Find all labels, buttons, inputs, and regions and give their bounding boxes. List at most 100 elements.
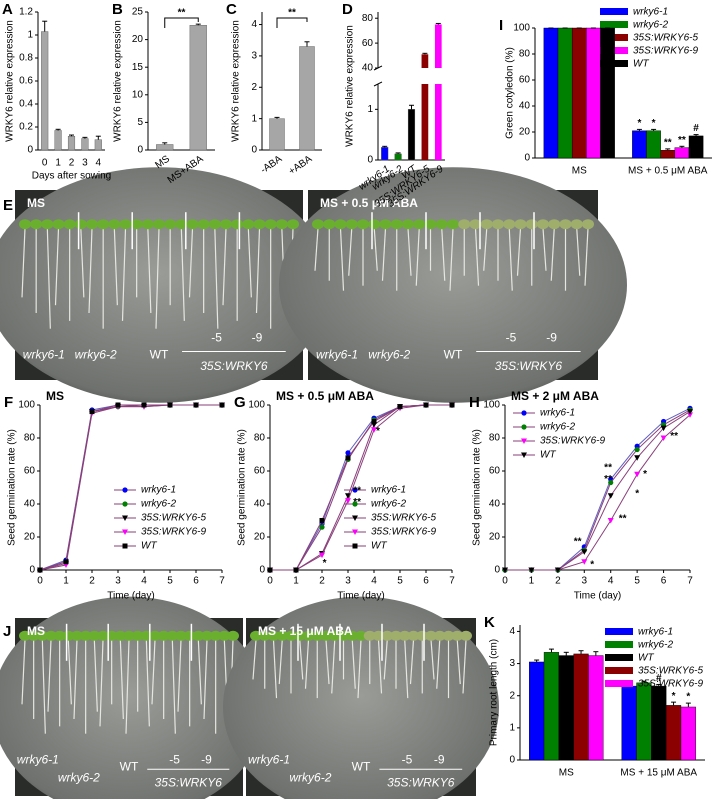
significance-mark: ** <box>604 474 612 485</box>
seedling <box>433 630 446 641</box>
legend-swatch <box>600 8 628 15</box>
legend-label: WT <box>638 653 654 664</box>
x-tick-label: 6 <box>193 576 199 587</box>
y-tick-label: 1 <box>27 30 33 41</box>
x-tick-label: 0 <box>267 576 273 587</box>
point <box>267 567 273 573</box>
bar <box>586 27 601 159</box>
bar <box>621 685 637 761</box>
y-tick-label: 3 <box>251 51 257 62</box>
seedling <box>458 219 471 230</box>
x-tick-label: 4 <box>371 576 377 587</box>
y-tick-label: 1 <box>251 113 257 124</box>
y-tick-label: 100 <box>248 400 265 411</box>
bar <box>434 24 442 69</box>
point <box>63 559 69 565</box>
line <box>39 404 222 571</box>
seedling <box>267 630 280 641</box>
significance-mark: # <box>656 673 662 684</box>
y-tick-label: 0 <box>29 565 35 576</box>
root <box>113 228 118 306</box>
point <box>319 518 325 523</box>
seedling <box>88 630 101 641</box>
seedling <box>346 630 359 641</box>
root <box>255 228 261 314</box>
point <box>607 493 614 499</box>
plate <box>223 596 499 804</box>
point <box>660 435 667 441</box>
seedling <box>355 630 367 641</box>
seedling <box>424 219 437 230</box>
y-tick-label: 20 <box>489 532 501 543</box>
genotype-label: wrky6-1 <box>17 753 59 767</box>
point <box>634 455 641 461</box>
bar <box>421 54 429 68</box>
root <box>348 228 353 276</box>
seedling <box>442 630 455 641</box>
point <box>660 425 667 432</box>
legend-marker <box>352 543 358 549</box>
root <box>121 228 127 321</box>
panel-letter: I <box>499 17 503 34</box>
root <box>462 639 467 694</box>
bar <box>660 149 676 159</box>
condition-label: MS <box>27 196 45 210</box>
seedling <box>379 219 392 230</box>
root <box>54 228 60 306</box>
y-tick-label: 20 <box>132 34 144 45</box>
legend-swatch <box>605 654 633 661</box>
seedling <box>131 630 144 641</box>
point <box>608 479 614 486</box>
legend-swatch <box>605 628 633 635</box>
legend-label: WT <box>633 59 649 70</box>
y-axis-label: WRKY6 relative expression <box>231 20 242 142</box>
bar <box>407 109 416 161</box>
root <box>357 639 362 699</box>
y-tick-label: 2 <box>251 82 257 93</box>
y-tick-label: 80 <box>24 433 36 444</box>
seedling <box>242 219 255 230</box>
seedling <box>19 219 31 230</box>
seedling <box>323 219 336 230</box>
bar <box>665 705 682 761</box>
point <box>141 402 147 408</box>
root <box>93 639 98 712</box>
seedling <box>312 219 324 230</box>
x-tick-label: 0 <box>502 576 508 587</box>
seedling <box>311 630 324 641</box>
x-tick-label: 7 <box>449 576 455 587</box>
y-tick-label: 0.8 <box>19 53 33 64</box>
y-tick-label: 40 <box>24 499 36 510</box>
root <box>99 639 104 727</box>
point <box>687 412 693 418</box>
significance-mark: ** <box>604 462 612 473</box>
y-tick-label: 40 <box>362 63 374 74</box>
x-tick-label: 1 <box>55 158 61 169</box>
point <box>554 567 561 573</box>
legend-label: 35S:WRKY6-9 <box>540 436 605 447</box>
x-axis-label: Time (day) <box>574 591 621 602</box>
legend-label: wrky6-1 <box>141 485 176 496</box>
x-axis-label: Days after sowing <box>32 171 111 182</box>
seedling <box>130 219 143 230</box>
bar <box>646 130 661 159</box>
legend-marker <box>521 410 527 416</box>
point <box>37 567 43 573</box>
seedling <box>231 219 244 230</box>
seedling <box>537 219 549 230</box>
y-tick-label: 15 <box>132 62 144 73</box>
seedling <box>357 219 369 230</box>
bar <box>81 138 89 151</box>
seedling <box>328 630 341 641</box>
y-tick-label: 2 <box>509 690 515 701</box>
seedling <box>123 630 135 641</box>
significance-mark: * <box>635 489 639 500</box>
y-tick-label: 80 <box>362 13 374 24</box>
root <box>125 639 130 734</box>
legend-swatch <box>605 680 633 687</box>
x-tick-label: 6 <box>661 576 667 587</box>
seedling <box>503 219 516 230</box>
seedling <box>141 219 154 230</box>
root <box>516 228 522 276</box>
condition-label: MS + 0.5 μM ABA <box>320 196 418 210</box>
